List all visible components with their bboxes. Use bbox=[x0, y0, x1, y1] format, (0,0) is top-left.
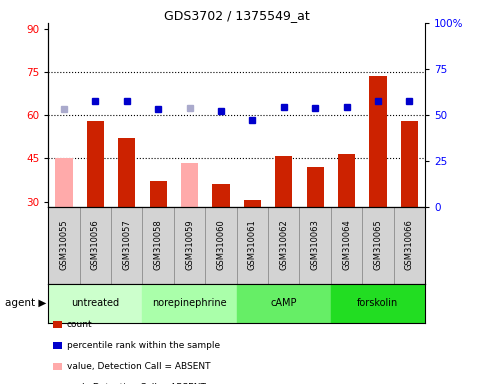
Bar bbox=[331, 207, 362, 284]
Text: value, Detection Call = ABSENT: value, Detection Call = ABSENT bbox=[67, 362, 210, 371]
Text: GSM310061: GSM310061 bbox=[248, 219, 257, 270]
Text: GSM310064: GSM310064 bbox=[342, 219, 351, 270]
Text: GSM310056: GSM310056 bbox=[91, 219, 100, 270]
Bar bbox=[237, 284, 331, 323]
Text: GSM310062: GSM310062 bbox=[279, 219, 288, 270]
Bar bbox=[48, 207, 80, 284]
Bar bbox=[401, 121, 418, 207]
Text: cAMP: cAMP bbox=[270, 298, 297, 308]
Text: count: count bbox=[67, 320, 92, 329]
Bar bbox=[299, 207, 331, 284]
Text: untreated: untreated bbox=[71, 298, 119, 308]
Text: GSM310057: GSM310057 bbox=[122, 219, 131, 270]
Bar bbox=[174, 207, 205, 284]
Text: GSM310058: GSM310058 bbox=[154, 219, 163, 270]
Bar bbox=[150, 182, 167, 207]
Bar bbox=[111, 207, 142, 284]
Bar bbox=[275, 156, 292, 207]
Bar bbox=[394, 207, 425, 284]
Bar bbox=[213, 184, 229, 207]
Bar bbox=[307, 167, 324, 207]
Text: GSM310065: GSM310065 bbox=[373, 219, 383, 270]
Text: GSM310059: GSM310059 bbox=[185, 219, 194, 270]
Bar bbox=[181, 163, 198, 207]
Bar bbox=[268, 207, 299, 284]
Text: norepinephrine: norepinephrine bbox=[152, 298, 227, 308]
Bar bbox=[142, 207, 174, 284]
Text: agent ▶: agent ▶ bbox=[5, 298, 46, 308]
Bar bbox=[362, 207, 394, 284]
Bar bbox=[338, 154, 355, 207]
Bar bbox=[331, 284, 425, 323]
Text: forskolin: forskolin bbox=[357, 298, 398, 308]
Bar bbox=[56, 158, 72, 207]
Text: GSM310063: GSM310063 bbox=[311, 219, 320, 270]
Text: percentile rank within the sample: percentile rank within the sample bbox=[67, 341, 220, 350]
Title: GDS3702 / 1375549_at: GDS3702 / 1375549_at bbox=[164, 9, 310, 22]
Bar bbox=[142, 284, 237, 323]
Bar bbox=[87, 121, 104, 207]
Text: GSM310066: GSM310066 bbox=[405, 219, 414, 270]
Bar bbox=[369, 76, 386, 207]
Bar bbox=[244, 200, 261, 207]
Bar bbox=[80, 207, 111, 284]
Bar bbox=[237, 207, 268, 284]
Bar bbox=[205, 207, 237, 284]
Text: rank, Detection Call = ABSENT: rank, Detection Call = ABSENT bbox=[67, 383, 206, 384]
Bar bbox=[118, 138, 135, 207]
Text: GSM310060: GSM310060 bbox=[216, 219, 226, 270]
Bar bbox=[48, 284, 142, 323]
Text: GSM310055: GSM310055 bbox=[59, 219, 69, 270]
